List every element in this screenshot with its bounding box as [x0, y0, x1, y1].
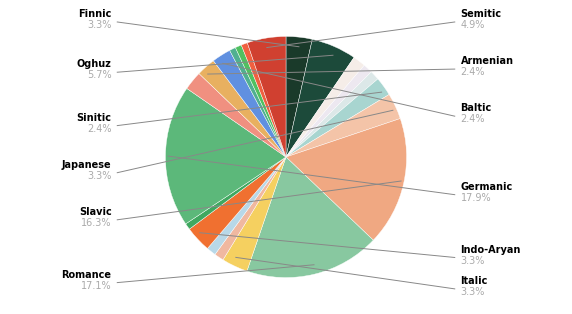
- Text: Oghuz: Oghuz: [77, 59, 112, 69]
- Wedge shape: [229, 47, 286, 157]
- Wedge shape: [286, 95, 400, 157]
- Wedge shape: [199, 61, 286, 157]
- Wedge shape: [223, 157, 286, 271]
- Wedge shape: [213, 51, 286, 157]
- Text: 16.3%: 16.3%: [81, 218, 112, 228]
- Text: Romance: Romance: [62, 270, 112, 280]
- Text: 2.4%: 2.4%: [460, 114, 485, 124]
- Wedge shape: [215, 157, 286, 260]
- Text: 17.9%: 17.9%: [460, 193, 491, 203]
- Wedge shape: [208, 157, 286, 254]
- Text: 4.9%: 4.9%: [460, 20, 485, 30]
- Wedge shape: [247, 36, 286, 157]
- Text: Italic: Italic: [460, 276, 488, 286]
- Wedge shape: [286, 72, 378, 157]
- Text: 17.1%: 17.1%: [81, 281, 112, 291]
- Text: Semitic: Semitic: [460, 9, 502, 19]
- Wedge shape: [286, 65, 371, 157]
- Wedge shape: [286, 36, 312, 157]
- Text: 2.4%: 2.4%: [460, 67, 485, 77]
- Wedge shape: [286, 118, 407, 240]
- Text: 3.3%: 3.3%: [87, 171, 112, 181]
- Text: 5.7%: 5.7%: [87, 70, 112, 80]
- Text: Germanic: Germanic: [460, 182, 513, 192]
- Wedge shape: [247, 157, 374, 278]
- Wedge shape: [186, 157, 286, 229]
- Wedge shape: [286, 39, 354, 157]
- Wedge shape: [165, 89, 286, 224]
- Text: 3.3%: 3.3%: [460, 287, 485, 297]
- Wedge shape: [241, 43, 286, 157]
- Text: Sinitic: Sinitic: [77, 113, 112, 123]
- Wedge shape: [236, 45, 286, 157]
- Text: Baltic: Baltic: [460, 103, 492, 113]
- Wedge shape: [189, 157, 286, 248]
- Text: Indo-Aryan: Indo-Aryan: [460, 245, 521, 255]
- Text: Slavic: Slavic: [79, 207, 112, 217]
- Text: Armenian: Armenian: [460, 56, 514, 66]
- Text: 2.4%: 2.4%: [87, 124, 112, 134]
- Wedge shape: [286, 79, 389, 157]
- Text: Finnic: Finnic: [78, 9, 112, 19]
- Text: Japanese: Japanese: [62, 160, 112, 170]
- Text: 3.3%: 3.3%: [460, 256, 485, 266]
- Wedge shape: [187, 73, 286, 157]
- Text: 3.3%: 3.3%: [87, 20, 112, 30]
- Wedge shape: [286, 57, 364, 157]
